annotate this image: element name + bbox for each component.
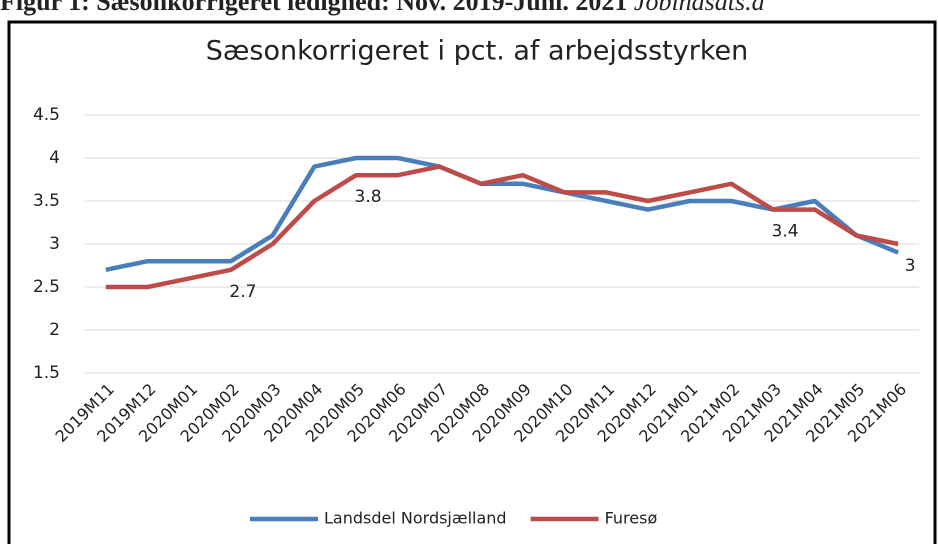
y-tick-label: 4 <box>49 148 60 168</box>
legend-label: Landsdel Nordsjælland <box>324 509 507 528</box>
legend-label: Furesø <box>605 509 658 528</box>
header-bold: Figur 1: Sæsonkorrigeret ledighed: <box>0 0 390 16</box>
y-tick-label: 2 <box>49 320 60 340</box>
data-label: 3.4 <box>772 222 799 242</box>
chart-title: Sæsonkorrigeret i pct. af arbejdsstyrken <box>206 36 749 67</box>
y-tick-label: 2.5 <box>33 277 60 297</box>
data-label: 3 <box>905 256 916 276</box>
series-line <box>105 164 899 290</box>
header-italic: Jobindsats.d <box>634 0 766 16</box>
y-tick-label: 3.5 <box>33 191 60 211</box>
data-label: 2.7 <box>229 282 256 302</box>
data-label: 3.8 <box>355 187 382 207</box>
header-plain: Nov. 2019-Juni. 2021 <box>396 0 627 16</box>
series-line <box>105 155 900 273</box>
y-tick-label: 4.5 <box>33 105 60 125</box>
y-tick-label: 3 <box>49 234 60 254</box>
y-tick-label: 1.5 <box>33 363 60 383</box>
figure-header: Figur 1: Sæsonkorrigeret ledighed: Nov. … <box>0 0 766 16</box>
chart-frame <box>7 20 937 544</box>
